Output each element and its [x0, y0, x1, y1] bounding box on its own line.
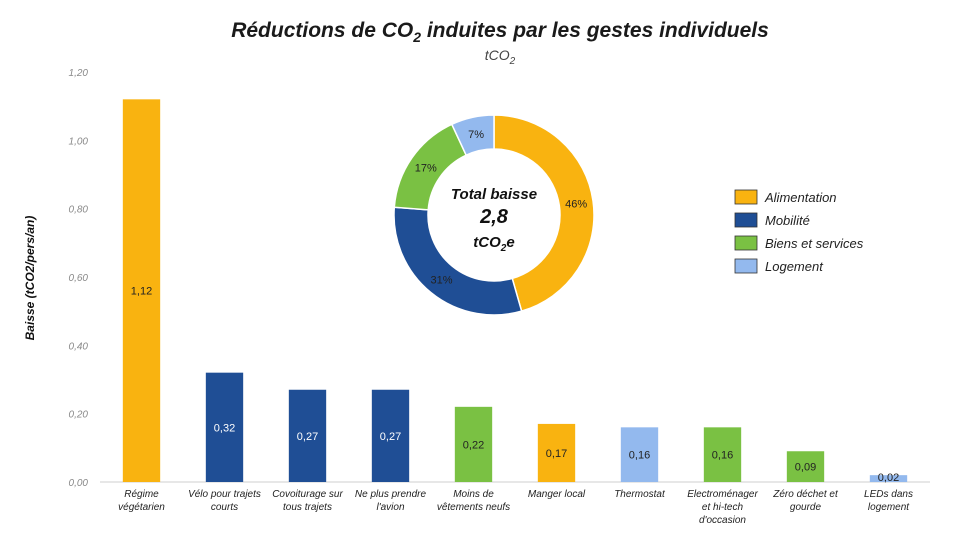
y-axis-label: Baisse (tCO2/pers/an): [23, 216, 37, 341]
y-tick-label: 0,40: [69, 341, 89, 352]
donut-slice: [450, 114, 495, 157]
y-tick-label: 0,80: [69, 205, 89, 216]
x-tick-label: Moins de vêtements neufs: [437, 489, 510, 513]
donut-slice-label: 17%: [415, 163, 437, 175]
x-tick-label: Vélo pour trajets courts: [188, 489, 261, 513]
donut-slice-label: 7%: [468, 129, 484, 141]
donut-center-line1: Total baisse: [451, 186, 537, 203]
bar: [620, 427, 659, 482]
bar: [288, 389, 327, 482]
bar: [786, 451, 825, 482]
legend-swatch: [734, 258, 758, 274]
legend-label: Alimentation: [764, 190, 837, 205]
x-tick-label: Ne plus prendre l'avion: [355, 489, 427, 513]
donut-center-unit: tCO2e: [473, 234, 514, 254]
legend-swatch: [734, 235, 758, 251]
legend: Alimentation Mobilité Biens et services Log…: [734, 189, 864, 274]
bar-value-label: 0,02: [878, 472, 899, 484]
donut-chart: 46% 31% 17% 7% Total baisse 2,8 tCO2e: [393, 114, 595, 316]
donut-slice: [393, 206, 523, 316]
bar-value-label: 0,27: [297, 431, 318, 443]
x-tick-label: LEDs dans logement: [864, 489, 913, 513]
chart-title: Réductions de CO2 induites par les geste…: [231, 19, 769, 45]
y-tick-label: 1,00: [69, 136, 89, 147]
x-tick-label: Covoiturage sur tous trajets: [272, 489, 343, 513]
y-tick-label: 0,20: [69, 410, 89, 421]
bar-value-label: 0,22: [463, 439, 484, 451]
donut-slice-label: 46%: [565, 198, 587, 210]
x-tick-label: Manger local: [528, 489, 586, 500]
bar-value-label: 0,16: [712, 450, 733, 462]
x-tick-label: Zéro déchet et gourde: [772, 489, 839, 513]
y-tick-label: 1,20: [69, 68, 89, 79]
x-tick-label: Electroménager et hi-tech d'occasion: [687, 489, 758, 526]
bar: [537, 423, 576, 482]
bar: [869, 475, 908, 482]
bar-value-label: 1,12: [131, 286, 152, 298]
chart-unit-subtitle: tCO2: [485, 47, 516, 67]
donut-slice-label: 31%: [431, 274, 453, 286]
bar-value-label: 0,32: [214, 422, 235, 434]
x-axis-tick-labels: Régime végétarien Vélo pour trajets courts C…: [118, 489, 913, 526]
legend-swatch: [734, 212, 758, 228]
y-tick-label: 0,00: [69, 478, 89, 489]
legend-swatch: [734, 189, 758, 205]
bar: [122, 99, 161, 482]
bar: [205, 372, 244, 482]
donut-center-total: 2,8: [479, 206, 509, 228]
bar-value-label: 0,27: [380, 431, 401, 443]
bar: [454, 406, 493, 482]
x-tick-label: Régime végétarien: [118, 489, 165, 513]
legend-label: Mobilité: [765, 213, 810, 228]
bar-value-label: 0,09: [795, 462, 816, 474]
y-axis: 0,00 0,20 0,40 0,60 0,80 1,00 1,20: [69, 68, 89, 489]
y-tick-label: 0,60: [69, 273, 89, 284]
bar-series: 1,12 0,32 0,27 0,27 0,22 0,17 0,16 0,16 0,09 0,02: [122, 99, 908, 484]
bar-value-label: 0,16: [629, 450, 650, 462]
x-tick-label: Thermostat: [614, 489, 666, 500]
bar: [703, 427, 742, 482]
bar: [371, 389, 410, 482]
donut-slice: [493, 114, 595, 313]
legend-label: Logement: [765, 259, 824, 274]
legend-label: Biens et services: [765, 236, 864, 251]
bar-value-label: 0,17: [546, 448, 567, 460]
